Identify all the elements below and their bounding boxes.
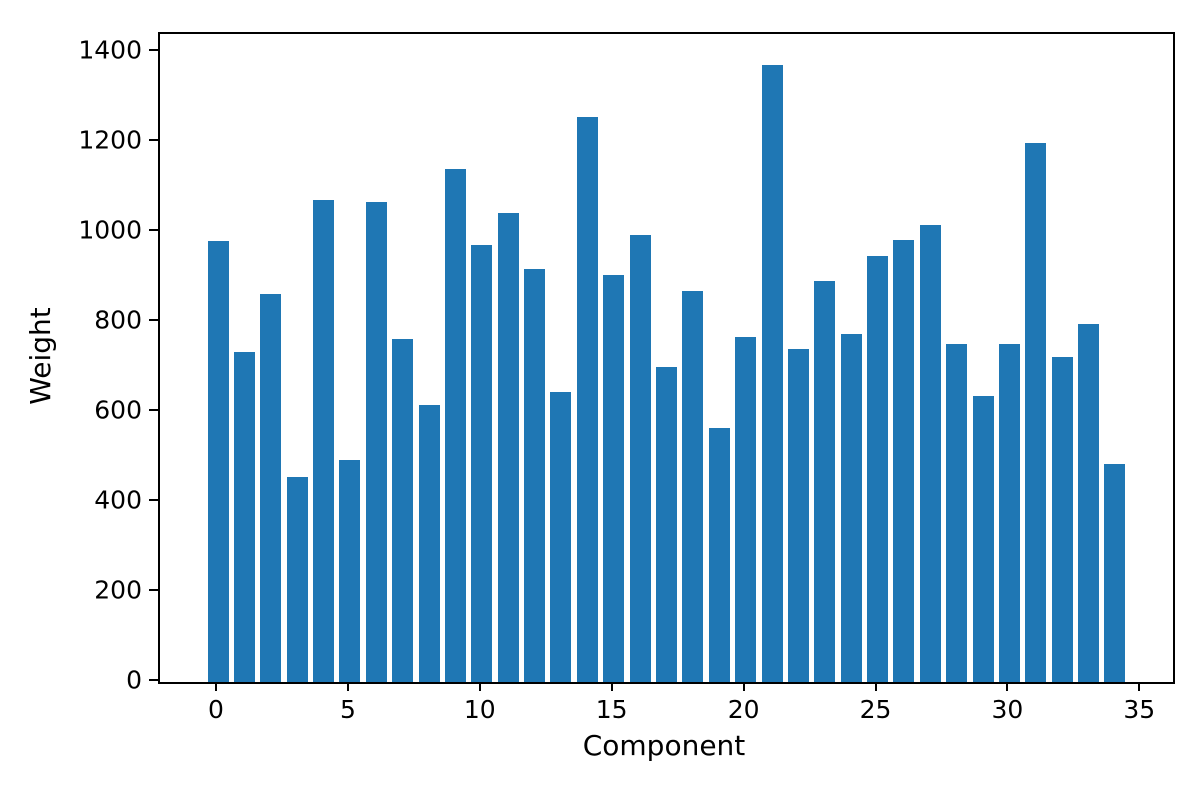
x-tick-mark — [1138, 682, 1141, 691]
y-tick-mark — [149, 589, 158, 592]
bar-component-0 — [207, 241, 229, 682]
x-tick-mark — [478, 682, 481, 691]
bar-component-9 — [444, 168, 466, 682]
x-tick-label: 25 — [859, 695, 892, 724]
x-tick-mark — [215, 682, 217, 691]
bar-component-7 — [392, 338, 414, 682]
x-tick-label: 10 — [463, 695, 496, 724]
bar-component-28 — [946, 343, 968, 682]
x-tick-mark — [346, 682, 349, 691]
bars-layer — [160, 34, 1173, 682]
x-tick-label: 15 — [595, 695, 628, 724]
plot-area — [158, 32, 1175, 684]
bar-component-20 — [735, 336, 757, 682]
x-tick-mark — [1006, 682, 1009, 691]
y-tick-mark — [149, 139, 158, 142]
y-tick-mark — [149, 319, 158, 322]
bar-component-17 — [655, 366, 677, 682]
bar-component-8 — [418, 405, 440, 682]
x-tick-mark — [610, 682, 613, 691]
y-tick-label: 1000 — [78, 215, 142, 245]
bar-component-25 — [867, 256, 889, 682]
y-tick-label: 1200 — [78, 125, 142, 155]
bar-component-3 — [286, 477, 308, 682]
y-tick-mark — [149, 499, 158, 502]
bar-component-29 — [972, 395, 994, 682]
bar-component-34 — [1104, 463, 1126, 682]
y-tick-label: 1400 — [78, 35, 142, 65]
y-tick-label: 600 — [94, 395, 142, 425]
bar-component-32 — [1051, 356, 1073, 682]
x-tick-label: 35 — [1123, 695, 1156, 724]
y-tick-mark — [149, 49, 158, 52]
x-tick-label: 20 — [727, 695, 760, 724]
bar-component-1 — [233, 351, 255, 682]
x-tick-mark — [742, 682, 745, 691]
bar-component-14 — [576, 117, 598, 682]
bar-component-6 — [365, 201, 387, 682]
y-tick-label: 400 — [94, 485, 142, 515]
bar-component-33 — [1078, 324, 1100, 682]
bar-component-21 — [761, 65, 783, 682]
bar-component-15 — [603, 274, 625, 682]
bar-component-2 — [260, 294, 282, 682]
bar-component-26 — [893, 239, 915, 682]
bar-component-27 — [919, 225, 941, 682]
x-tick-label: 30 — [991, 695, 1024, 724]
bar-component-24 — [840, 333, 862, 682]
x-tick-label: 5 — [339, 695, 356, 724]
bar-component-13 — [550, 391, 572, 682]
bar-component-30 — [998, 343, 1020, 682]
bar-component-23 — [814, 280, 836, 682]
bar-component-31 — [1025, 142, 1047, 682]
bar-component-18 — [682, 290, 704, 682]
bar-component-19 — [708, 427, 730, 682]
bar-component-5 — [339, 460, 361, 682]
y-tick-mark — [149, 229, 158, 232]
y-tick-label: 200 — [94, 575, 142, 605]
bar-component-10 — [471, 244, 493, 682]
y-tick-mark — [149, 409, 158, 412]
x-tick-label: 0 — [208, 695, 224, 724]
bar-component-12 — [524, 268, 546, 682]
x-tick-mark — [874, 682, 877, 691]
y-tick-label: 800 — [94, 305, 142, 335]
bar-component-11 — [497, 212, 519, 682]
y-tick-label: 0 — [126, 665, 142, 695]
y-tick-mark — [149, 679, 158, 681]
x-axis-title: Component — [582, 729, 746, 762]
bar-component-22 — [787, 348, 809, 682]
bar-component-16 — [629, 235, 651, 682]
bar-component-4 — [313, 200, 335, 682]
